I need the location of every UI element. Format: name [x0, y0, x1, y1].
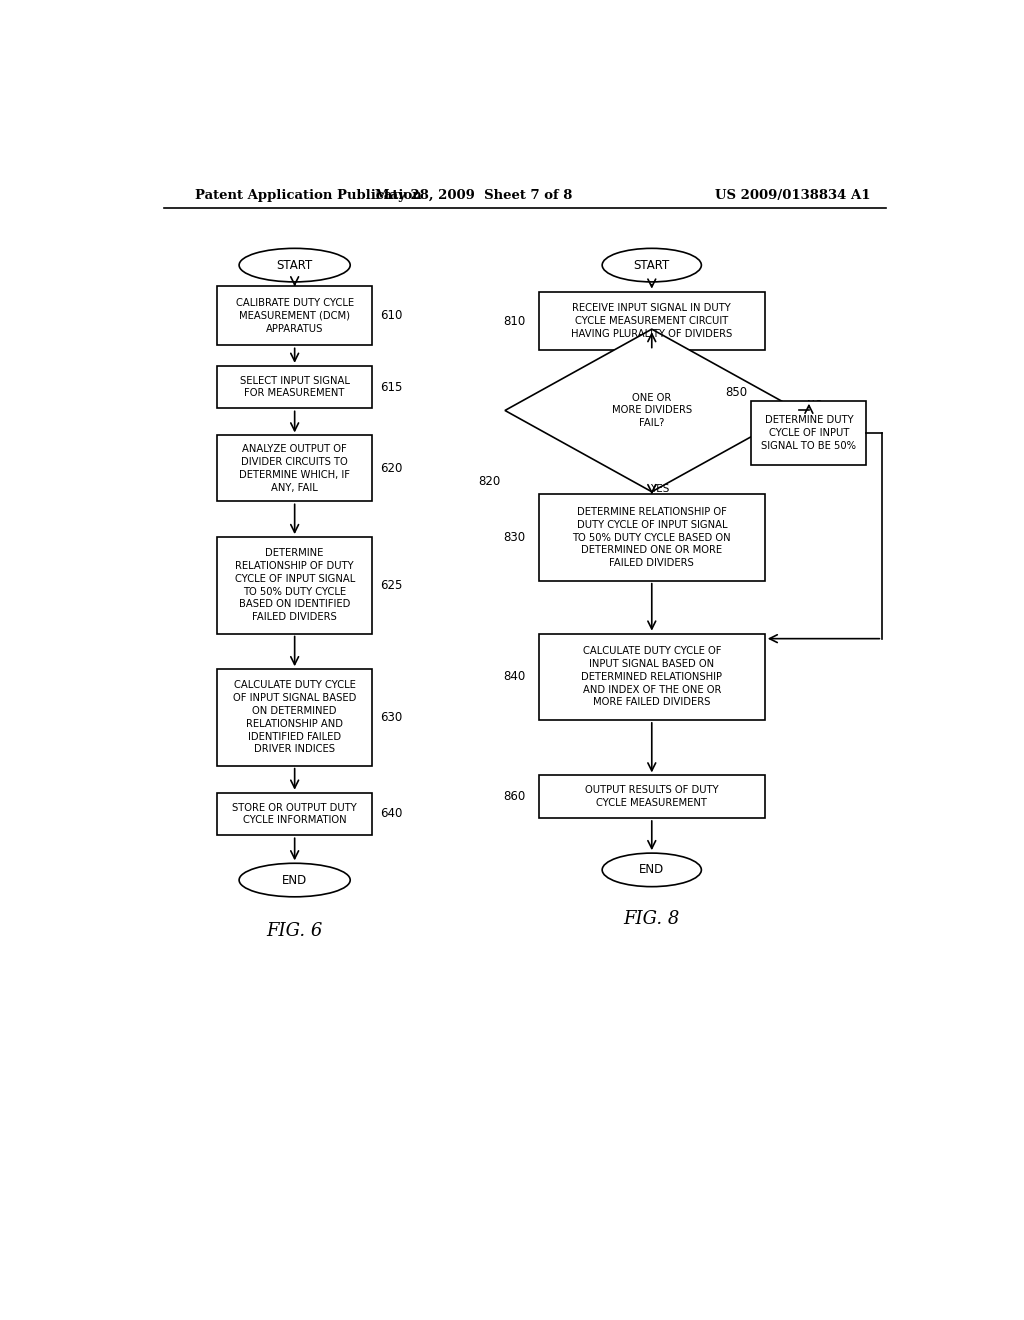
Ellipse shape — [239, 248, 350, 282]
Text: FIG. 8: FIG. 8 — [624, 909, 680, 928]
Text: 820: 820 — [479, 475, 501, 488]
Text: NO: NO — [807, 400, 822, 411]
Text: RECEIVE INPUT SIGNAL IN DUTY
CYCLE MEASUREMENT CIRCUIT
HAVING PLURALITY OF DIVID: RECEIVE INPUT SIGNAL IN DUTY CYCLE MEASU… — [571, 304, 732, 339]
Text: YES: YES — [650, 483, 670, 494]
Text: 640: 640 — [380, 808, 402, 821]
Text: 860: 860 — [503, 791, 525, 803]
Polygon shape — [505, 329, 799, 492]
FancyBboxPatch shape — [752, 401, 866, 465]
Text: DETERMINE RELATIONSHIP OF
DUTY CYCLE OF INPUT SIGNAL
TO 50% DUTY CYCLE BASED ON
: DETERMINE RELATIONSHIP OF DUTY CYCLE OF … — [572, 507, 731, 568]
Text: DETERMINE DUTY
CYCLE OF INPUT
SIGNAL TO BE 50%: DETERMINE DUTY CYCLE OF INPUT SIGNAL TO … — [762, 414, 856, 450]
Text: May 28, 2009  Sheet 7 of 8: May 28, 2009 Sheet 7 of 8 — [375, 189, 571, 202]
Text: CALCULATE DUTY CYCLE OF
INPUT SIGNAL BASED ON
DETERMINED RELATIONSHIP
AND INDEX : CALCULATE DUTY CYCLE OF INPUT SIGNAL BAS… — [582, 647, 722, 708]
FancyBboxPatch shape — [217, 366, 372, 408]
Text: ONE OR
MORE DIVIDERS
FAIL?: ONE OR MORE DIVIDERS FAIL? — [611, 392, 692, 428]
Text: 625: 625 — [380, 578, 402, 591]
FancyBboxPatch shape — [539, 634, 765, 719]
Text: 615: 615 — [380, 380, 402, 393]
Text: START: START — [634, 259, 670, 272]
Text: DETERMINE
RELATIONSHIP OF DUTY
CYCLE OF INPUT SIGNAL
TO 50% DUTY CYCLE
BASED ON : DETERMINE RELATIONSHIP OF DUTY CYCLE OF … — [234, 548, 354, 622]
Text: 830: 830 — [503, 531, 525, 544]
Text: CALIBRATE DUTY CYCLE
MEASUREMENT (DCM)
APPARATUS: CALIBRATE DUTY CYCLE MEASUREMENT (DCM) A… — [236, 298, 353, 334]
Ellipse shape — [602, 853, 701, 887]
FancyBboxPatch shape — [539, 292, 765, 351]
Text: 620: 620 — [380, 462, 402, 475]
FancyBboxPatch shape — [217, 792, 372, 836]
FancyBboxPatch shape — [217, 436, 372, 502]
Text: 840: 840 — [503, 671, 525, 684]
FancyBboxPatch shape — [217, 286, 372, 346]
Text: 630: 630 — [380, 711, 402, 723]
FancyBboxPatch shape — [539, 494, 765, 581]
Text: FIG. 6: FIG. 6 — [266, 921, 323, 940]
FancyBboxPatch shape — [539, 775, 765, 818]
Text: START: START — [276, 259, 312, 272]
Text: US 2009/0138834 A1: US 2009/0138834 A1 — [715, 189, 870, 202]
Text: Patent Application Publication: Patent Application Publication — [196, 189, 422, 202]
Text: STORE OR OUTPUT DUTY
CYCLE INFORMATION: STORE OR OUTPUT DUTY CYCLE INFORMATION — [232, 803, 357, 825]
Text: END: END — [282, 874, 307, 887]
Text: END: END — [639, 863, 665, 876]
Ellipse shape — [239, 863, 350, 896]
Text: SELECT INPUT SIGNAL
FOR MEASUREMENT: SELECT INPUT SIGNAL FOR MEASUREMENT — [240, 376, 349, 399]
Text: CALCULATE DUTY CYCLE
OF INPUT SIGNAL BASED
ON DETERMINED
RELATIONSHIP AND
IDENTI: CALCULATE DUTY CYCLE OF INPUT SIGNAL BAS… — [233, 680, 356, 755]
FancyBboxPatch shape — [217, 669, 372, 766]
Ellipse shape — [602, 248, 701, 282]
Text: 850: 850 — [725, 387, 748, 399]
Text: 610: 610 — [380, 309, 402, 322]
Text: 810: 810 — [503, 314, 525, 327]
FancyBboxPatch shape — [217, 537, 372, 634]
Text: ANALYZE OUTPUT OF
DIVIDER CIRCUITS TO
DETERMINE WHICH, IF
ANY, FAIL: ANALYZE OUTPUT OF DIVIDER CIRCUITS TO DE… — [240, 445, 350, 492]
Text: OUTPUT RESULTS OF DUTY
CYCLE MEASUREMENT: OUTPUT RESULTS OF DUTY CYCLE MEASUREMENT — [585, 785, 719, 808]
